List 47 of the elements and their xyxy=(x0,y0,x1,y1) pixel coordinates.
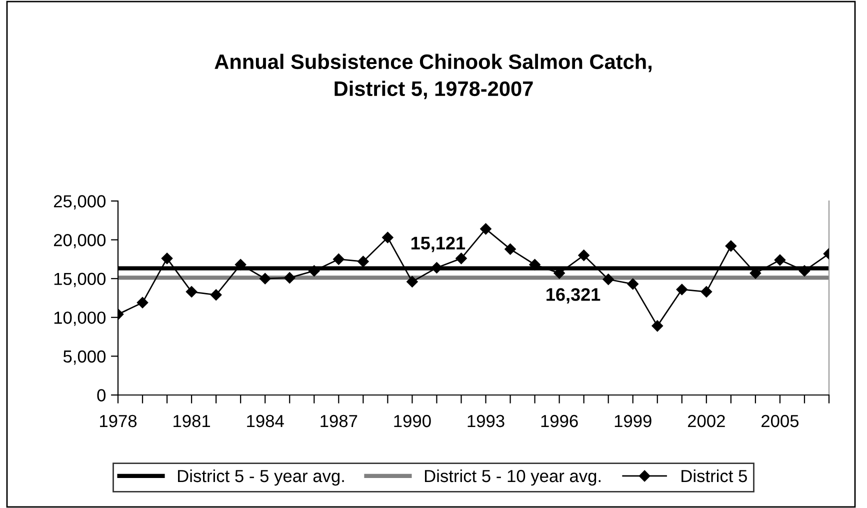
x-tick-label: 1981 xyxy=(174,414,210,428)
y-tick-label: 0 xyxy=(97,389,106,402)
point xyxy=(234,259,246,270)
chart-title: Annual Subsistence Chinook Salmon Catch, District 5, 1978-2007 xyxy=(214,54,652,100)
x-tick-label: 1990 xyxy=(394,414,431,428)
point xyxy=(652,320,663,332)
point xyxy=(480,223,492,235)
annotation: 15,121 xyxy=(411,236,466,252)
x-tick-label: 1996 xyxy=(541,414,578,428)
point xyxy=(578,250,590,261)
point xyxy=(308,265,320,276)
legend-label: District 5 xyxy=(682,469,747,482)
point xyxy=(136,297,148,308)
point xyxy=(504,244,516,255)
point xyxy=(259,272,271,284)
point xyxy=(210,289,222,300)
point xyxy=(798,265,810,276)
x-tick-label: 2005 xyxy=(762,414,799,428)
y-tick-label: 20,000 xyxy=(54,234,106,248)
point xyxy=(382,232,394,244)
point xyxy=(358,256,369,268)
x-tick-label: 1987 xyxy=(320,414,358,428)
point xyxy=(161,252,173,264)
x-tick-label: 1978 xyxy=(100,414,137,428)
x-tick-label: 1984 xyxy=(247,414,284,428)
point xyxy=(774,254,786,266)
point xyxy=(186,286,198,298)
legend-label: District 5 - 5 year avg. xyxy=(178,469,344,486)
x-tick-label: 1993 xyxy=(468,414,504,428)
annotation: 16,321 xyxy=(546,288,600,304)
point xyxy=(333,254,344,265)
legend-label: District 5 - 10 year avg. xyxy=(424,469,600,486)
y-tick-label: 10,000 xyxy=(54,312,106,326)
point xyxy=(602,274,614,285)
point xyxy=(284,272,296,284)
point xyxy=(627,278,638,290)
y-tick-label: 15,000 xyxy=(54,272,106,288)
x-tick-label: 1999 xyxy=(614,414,652,428)
point xyxy=(529,259,540,270)
y-tick-label: 5,000 xyxy=(63,350,106,365)
point xyxy=(456,252,467,264)
y-tick-label: 25,000 xyxy=(54,195,106,210)
x-tick-label: 2002 xyxy=(688,414,725,428)
point xyxy=(676,284,688,296)
point xyxy=(406,276,418,288)
point xyxy=(725,240,737,252)
point xyxy=(700,286,712,298)
